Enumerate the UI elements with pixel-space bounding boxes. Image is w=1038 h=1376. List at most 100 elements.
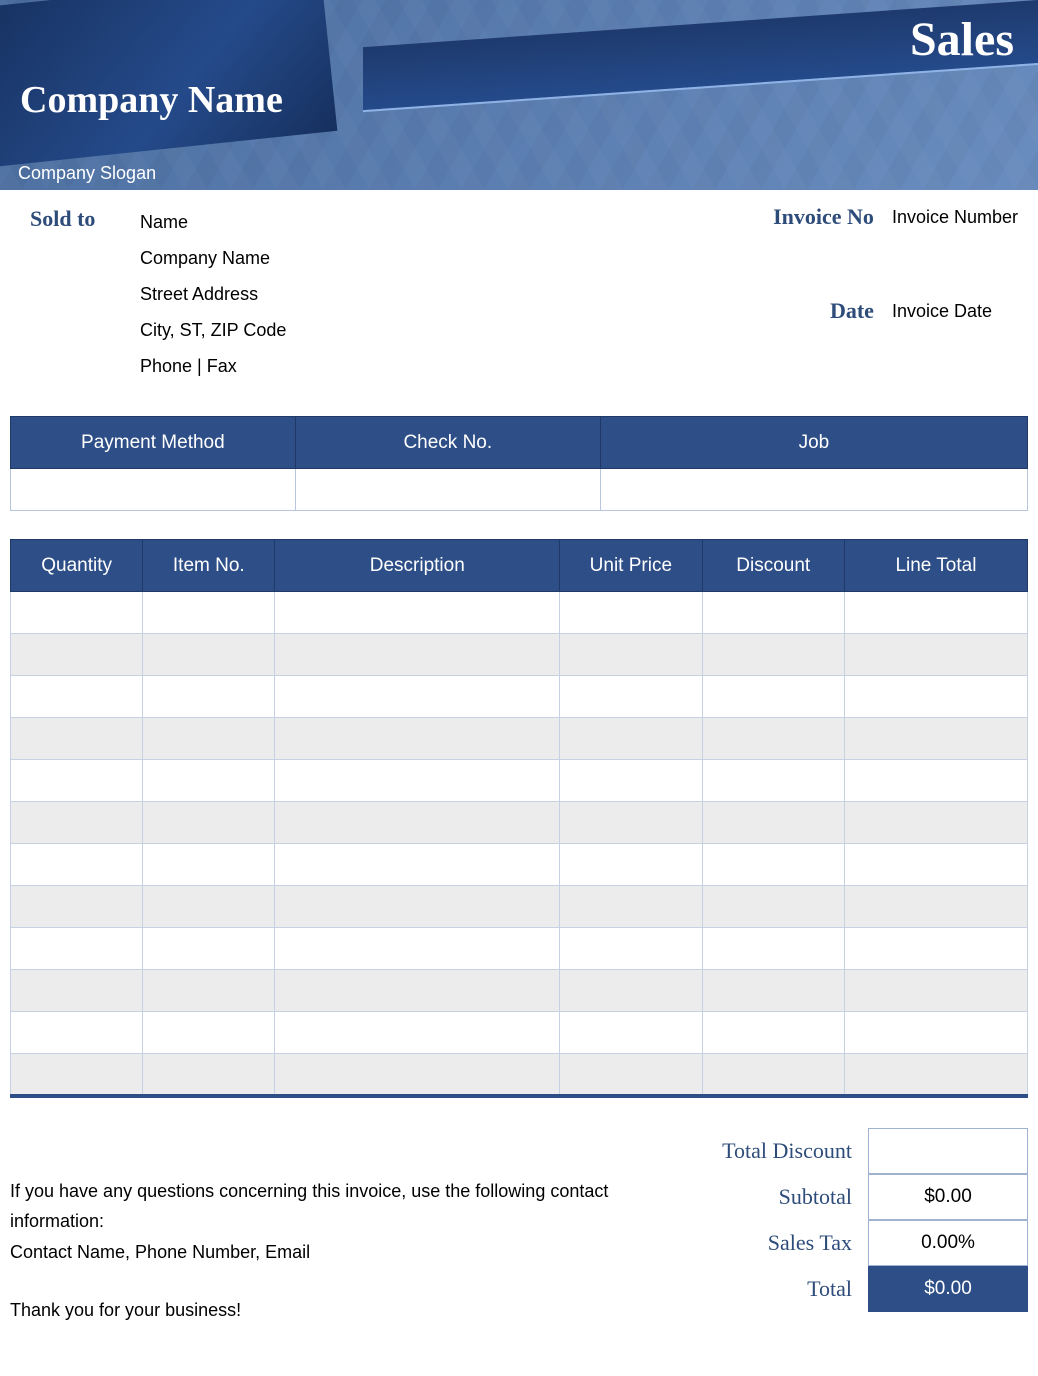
items-cell[interactable] — [702, 676, 844, 718]
payment-row — [11, 469, 1028, 511]
items-cell[interactable] — [275, 634, 560, 676]
items-cell[interactable] — [143, 844, 275, 886]
total-label: Total — [668, 1266, 868, 1312]
items-cell[interactable] — [702, 886, 844, 928]
items-cell[interactable] — [702, 928, 844, 970]
items-cell[interactable] — [844, 886, 1027, 928]
items-cell[interactable] — [560, 802, 702, 844]
items-cell[interactable] — [143, 928, 275, 970]
items-cell[interactable] — [702, 592, 844, 634]
invoice-date-value: Invoice Date — [892, 298, 1018, 322]
items-cell[interactable] — [275, 844, 560, 886]
items-row — [11, 760, 1028, 802]
items-cell[interactable] — [560, 592, 702, 634]
sales-tax-value: 0.00% — [868, 1220, 1028, 1266]
items-cell[interactable] — [143, 760, 275, 802]
items-cell[interactable] — [275, 1012, 560, 1054]
items-row — [11, 802, 1028, 844]
payment-method-cell[interactable] — [11, 469, 296, 511]
footer-thanks: Thank you for your business! — [10, 1295, 658, 1326]
items-cell[interactable] — [702, 718, 844, 760]
items-cell[interactable] — [275, 592, 560, 634]
items-cell[interactable] — [275, 886, 560, 928]
items-cell[interactable] — [11, 844, 143, 886]
items-header-quantity: Quantity — [11, 540, 143, 592]
items-cell[interactable] — [560, 886, 702, 928]
items-cell[interactable] — [702, 760, 844, 802]
items-cell[interactable] — [11, 802, 143, 844]
bottom-section: If you have any questions concerning thi… — [0, 1098, 1038, 1356]
sold-to-label: Sold to — [30, 204, 140, 384]
invoice-header: Sales Company Name Company Slogan — [0, 0, 1038, 190]
check-no-cell[interactable] — [295, 469, 600, 511]
company-slogan: Company Slogan — [18, 163, 156, 184]
items-row — [11, 970, 1028, 1012]
items-cell[interactable] — [143, 676, 275, 718]
items-cell[interactable] — [143, 970, 275, 1012]
items-cell[interactable] — [844, 634, 1027, 676]
items-cell[interactable] — [560, 970, 702, 1012]
items-cell[interactable] — [702, 844, 844, 886]
items-cell[interactable] — [11, 1012, 143, 1054]
items-cell[interactable] — [11, 970, 143, 1012]
footer-question: If you have any questions concerning thi… — [10, 1176, 658, 1237]
items-cell[interactable] — [275, 1054, 560, 1096]
items-cell[interactable] — [560, 634, 702, 676]
items-cell[interactable] — [702, 634, 844, 676]
items-cell[interactable] — [275, 928, 560, 970]
items-row — [11, 928, 1028, 970]
items-cell[interactable] — [844, 1012, 1027, 1054]
items-row — [11, 886, 1028, 928]
items-cell[interactable] — [702, 1054, 844, 1096]
items-cell[interactable] — [11, 634, 143, 676]
items-cell[interactable] — [11, 592, 143, 634]
sold-to-phone-fax: Phone | Fax — [140, 348, 773, 384]
items-cell[interactable] — [844, 928, 1027, 970]
items-cell[interactable] — [844, 844, 1027, 886]
sales-tax-label: Sales Tax — [668, 1220, 868, 1266]
items-cell[interactable] — [844, 760, 1027, 802]
items-cell[interactable] — [275, 802, 560, 844]
items-cell[interactable] — [143, 802, 275, 844]
items-row — [11, 844, 1028, 886]
items-cell[interactable] — [560, 844, 702, 886]
items-cell[interactable] — [11, 928, 143, 970]
items-cell[interactable] — [143, 1012, 275, 1054]
items-cell[interactable] — [560, 676, 702, 718]
items-cell[interactable] — [844, 592, 1027, 634]
items-cell[interactable] — [143, 1054, 275, 1096]
items-cell[interactable] — [702, 1012, 844, 1054]
items-cell[interactable] — [143, 592, 275, 634]
items-cell[interactable] — [844, 1054, 1027, 1096]
items-cell[interactable] — [11, 1054, 143, 1096]
items-cell[interactable] — [143, 886, 275, 928]
items-cell[interactable] — [275, 676, 560, 718]
items-cell[interactable] — [275, 970, 560, 1012]
items-cell[interactable] — [560, 1012, 702, 1054]
items-cell[interactable] — [143, 718, 275, 760]
items-cell[interactable] — [702, 802, 844, 844]
items-cell[interactable] — [844, 802, 1027, 844]
total-discount-value — [868, 1128, 1028, 1174]
sold-to-street: Street Address — [140, 276, 773, 312]
items-cell[interactable] — [560, 760, 702, 802]
items-cell[interactable] — [275, 718, 560, 760]
invoice-meta: Invoice No Invoice Number Date Invoice D… — [773, 204, 1018, 384]
items-cell[interactable] — [560, 928, 702, 970]
items-cell[interactable] — [560, 718, 702, 760]
items-cell[interactable] — [702, 970, 844, 1012]
payment-table: Payment Method Check No. Job — [10, 416, 1028, 511]
total-discount-label: Total Discount — [668, 1128, 868, 1174]
items-cell[interactable] — [844, 970, 1027, 1012]
items-cell[interactable] — [11, 760, 143, 802]
items-cell[interactable] — [275, 760, 560, 802]
items-cell[interactable] — [11, 718, 143, 760]
job-cell[interactable] — [600, 469, 1027, 511]
items-cell[interactable] — [844, 718, 1027, 760]
items-cell[interactable] — [11, 886, 143, 928]
items-cell[interactable] — [143, 634, 275, 676]
items-cell[interactable] — [560, 1054, 702, 1096]
sold-to-city: City, ST, ZIP Code — [140, 312, 773, 348]
items-cell[interactable] — [844, 676, 1027, 718]
items-cell[interactable] — [11, 676, 143, 718]
